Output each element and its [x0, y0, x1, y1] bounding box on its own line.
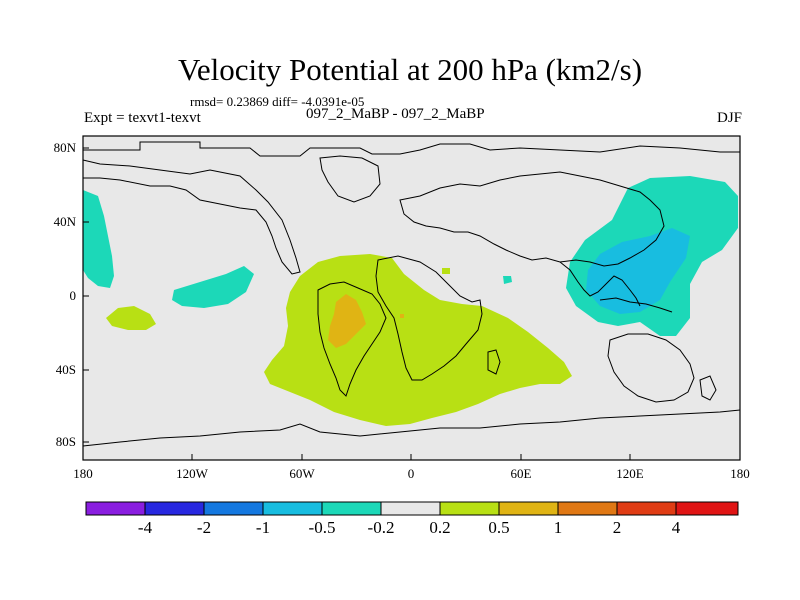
map-ticks [82, 147, 741, 460]
colorbar-label: 0.2 [429, 518, 451, 537]
coast-antarctica [82, 409, 741, 447]
colorbar-label: 4 [671, 518, 681, 537]
colorbar-box-7 [439, 501, 500, 516]
colorbar-box-3 [203, 501, 264, 516]
experiment-label: Expt = texvt1-texvt [84, 110, 201, 126]
field-positive-core-dot [400, 314, 404, 318]
colorbar-box-5 [321, 501, 382, 516]
chart-title: Velocity Potential at 200 hPa (km2/s) [177, 52, 643, 87]
colorbar-box-4 [262, 501, 323, 516]
colorbar-label: 1 [553, 518, 563, 537]
coast-australia [607, 333, 695, 403]
colorbar-box-1 [85, 501, 146, 516]
lon-label-180w: 180 [73, 466, 93, 481]
field-negative-small [503, 276, 512, 284]
colorbar-box-10 [616, 501, 677, 516]
lon-label-60w: 60W [289, 466, 315, 481]
lon-label-120w: 120W [176, 466, 208, 481]
coast-north-america [82, 159, 301, 275]
colorbar [85, 501, 739, 516]
lat-label-40n: 40N [53, 214, 76, 229]
coast-new-zealand [699, 375, 717, 401]
field-negative-mid-east [586, 228, 690, 314]
lon-label-120e: 120E [616, 466, 644, 481]
colorbar-label: -1 [255, 518, 271, 537]
coast-arctic [83, 141, 740, 157]
coast-south-asia [559, 261, 641, 307]
lat-label-80s: 80S [55, 434, 76, 449]
coast-greenland [319, 155, 381, 203]
colorbar-box-2 [144, 501, 205, 516]
lon-label-60e: 60E [510, 466, 532, 481]
colorbar-box-9 [557, 501, 618, 516]
field-positive-central [264, 254, 572, 426]
coast-south-america [317, 281, 387, 397]
colorbar-label: -2 [196, 518, 212, 537]
stats-text: rmsd= 0.23869 diff= -4.0391e-05 [190, 94, 365, 109]
field-negative-west-edge [83, 190, 114, 288]
lon-label-180e: 180 [730, 466, 750, 481]
lat-label-40s: 40S [55, 362, 76, 377]
colorbar-label: -0.5 [308, 518, 336, 537]
colorbar-label: 2 [612, 518, 622, 537]
field-positive-dot [442, 268, 450, 274]
lat-label-80n: 80N [53, 140, 76, 155]
lat-label-0: 0 [69, 288, 77, 303]
coastlines [82, 141, 741, 447]
coast-indonesia [599, 297, 673, 313]
field-positive-core [328, 294, 366, 348]
colorbar-label: -0.2 [367, 518, 395, 537]
field-negative-pacific [172, 266, 254, 308]
colorbar-box-11 [675, 501, 739, 516]
coast-africa [375, 255, 483, 381]
experiment-name: 097_2_MaBP - 097_2_MaBP [306, 106, 485, 122]
colorbar-box-6 [380, 501, 441, 516]
season-label: DJF [716, 110, 742, 126]
colorbar-label: -4 [137, 518, 153, 537]
colorbar-label: 0.5 [488, 518, 510, 537]
colorbar-box-8 [498, 501, 559, 516]
lon-label-0: 0 [407, 466, 415, 481]
coast-eurasia [399, 171, 665, 267]
coast-madagascar [487, 349, 501, 375]
field-positive-west [106, 306, 156, 330]
